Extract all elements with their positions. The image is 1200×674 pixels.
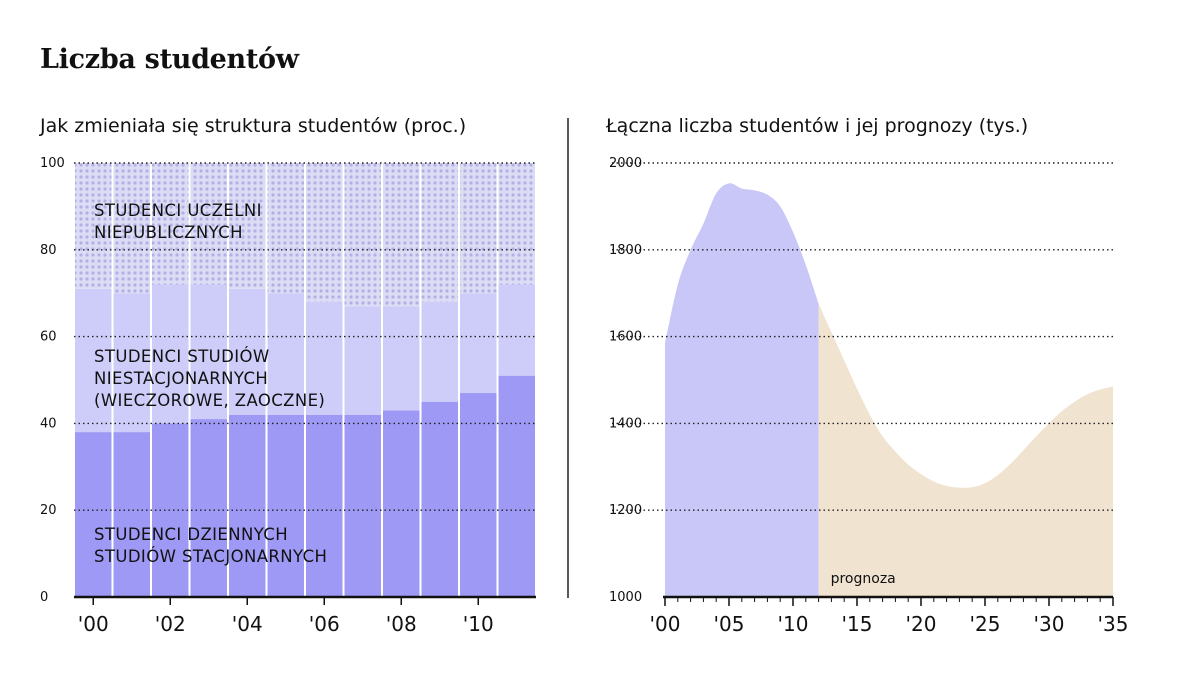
bar-segment xyxy=(498,163,535,285)
y-tick-label: 1200 xyxy=(609,503,642,518)
bar-segment xyxy=(229,288,266,415)
x-tick-label: '00 xyxy=(78,612,109,636)
bar-segment xyxy=(267,293,304,415)
bar-segment xyxy=(383,410,420,597)
x-tick-label: '04 xyxy=(232,612,263,636)
bar-segment xyxy=(190,419,227,597)
x-tick-label: '35 xyxy=(1098,612,1129,636)
x-tick-label: '25 xyxy=(970,612,1001,636)
bar-segment xyxy=(75,432,112,597)
x-tick-label: '00 xyxy=(650,612,681,636)
x-tick-label: '15 xyxy=(842,612,873,636)
x-tick-label: '20 xyxy=(906,612,937,636)
bar-segment xyxy=(421,301,458,402)
bar-segment xyxy=(306,301,343,415)
x-tick-label: '30 xyxy=(1034,612,1065,636)
bar-segment xyxy=(75,163,112,289)
y-tick-label: 60 xyxy=(40,330,57,345)
bar-segment xyxy=(460,163,497,294)
series-label: STUDENCI STUDIÓW xyxy=(94,347,270,366)
bar-segment xyxy=(152,284,189,424)
bar-segment xyxy=(460,393,497,597)
bar-segment xyxy=(190,163,227,285)
y-tick-label: 2000 xyxy=(609,156,642,171)
bar-segment xyxy=(383,306,420,411)
y-tick-label: 1800 xyxy=(609,243,642,258)
bar-segment xyxy=(306,163,343,302)
x-tick-label: '02 xyxy=(155,612,186,636)
bar-segment xyxy=(113,432,150,597)
right-chart: 1000 1200 1400 1600 1800 2000 '00 '05 '10 '15 '20 '… xyxy=(609,156,1128,636)
bar-segment xyxy=(267,414,304,597)
bar-segment xyxy=(344,414,381,597)
y-tick-label: 20 xyxy=(40,503,57,518)
bar-segment xyxy=(383,163,420,307)
left-chart: 0 20 40 60 80 100 '00 '02 '04 '06 '08 '10 STUDENCI D… xyxy=(40,156,536,636)
y-tick-label: 0 xyxy=(40,590,48,605)
bar-segment xyxy=(229,163,266,289)
x-tick-label: '06 xyxy=(309,612,340,636)
main-title: Liczba studentów xyxy=(40,44,299,75)
y-tick-label: 40 xyxy=(40,416,57,431)
y-tick-label: 1600 xyxy=(609,330,642,345)
series-label: STUDENCI UCZELNI xyxy=(94,201,262,220)
bar-segment xyxy=(267,163,304,294)
y-tick-label: 1400 xyxy=(609,416,642,431)
bar-segment xyxy=(344,163,381,307)
y-tick-label: 80 xyxy=(40,243,57,258)
forecast-label: prognoza xyxy=(831,571,896,587)
x-tick-label: '10 xyxy=(778,612,809,636)
series-label: (WIECZOROWE, ZAOCZNE) xyxy=(94,391,325,410)
bar-segment xyxy=(113,163,150,294)
forecast-area xyxy=(818,303,1113,597)
bar-segment xyxy=(113,293,150,433)
x-tick-label: '05 xyxy=(714,612,745,636)
actual-area xyxy=(665,183,819,597)
bar-segment xyxy=(152,163,189,285)
bar-segment xyxy=(190,284,227,420)
bar-segment xyxy=(229,414,266,597)
bar-segment xyxy=(344,306,381,415)
series-label: NIEPUBLICZNYCH xyxy=(94,223,243,242)
right-chart-title: Łączna liczba studentów i jej prognozy (… xyxy=(606,115,1029,137)
y-tick-label: 1000 xyxy=(609,590,642,605)
plot-background xyxy=(74,163,536,597)
x-tick-label: '08 xyxy=(386,612,417,636)
series-label: STUDIÓW STACJONARNYCH xyxy=(94,547,327,566)
bar-segment xyxy=(421,401,458,597)
bar-segment xyxy=(460,293,497,394)
bar-segment xyxy=(306,414,343,597)
bar-segment xyxy=(498,284,535,376)
y-tick-label: 100 xyxy=(40,156,65,171)
bar-segment xyxy=(75,288,112,433)
left-chart-title: Jak zmieniała się struktura studentów (p… xyxy=(40,115,467,137)
series-label: STUDENCI DZIENNYCH xyxy=(94,525,288,544)
x-tick-label: '10 xyxy=(463,612,494,636)
series-label: NIESTACJONARNYCH xyxy=(94,369,268,388)
bar-segment xyxy=(498,375,535,597)
bar-segment xyxy=(421,163,458,302)
